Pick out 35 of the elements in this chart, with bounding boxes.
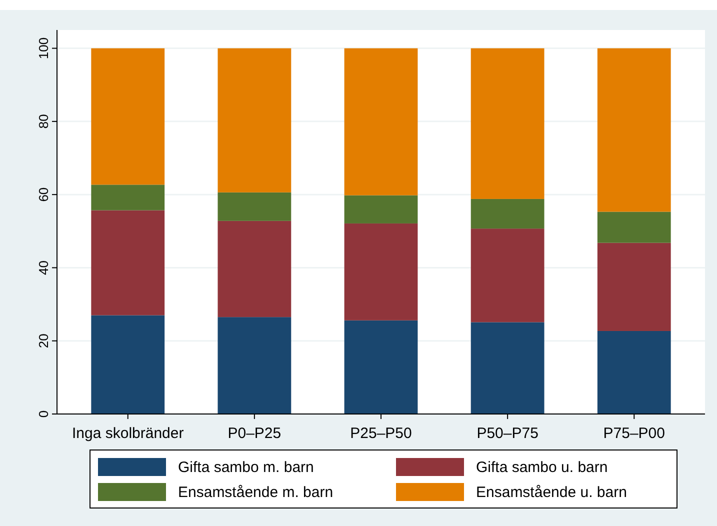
x-tick-label: P0–P25	[228, 425, 282, 442]
bar	[470, 198, 544, 229]
bar	[344, 320, 418, 414]
bar	[470, 228, 544, 322]
bar	[91, 210, 165, 316]
x-tick-label: P50–P75	[476, 425, 538, 442]
bar	[597, 212, 671, 243]
bar	[91, 48, 165, 185]
legend-label: Gifta sambo u. barn	[476, 459, 608, 476]
bar	[597, 330, 671, 414]
y-tick-label: 60	[36, 187, 51, 202]
bar	[218, 220, 292, 318]
bar	[344, 48, 418, 196]
bar	[597, 48, 671, 212]
bar	[470, 322, 544, 414]
bar	[218, 192, 292, 221]
bar	[91, 184, 165, 210]
bar	[344, 223, 418, 320]
y-tick-label: 20	[36, 334, 51, 348]
legend-label: Ensamstående m. barn	[178, 484, 334, 501]
bar	[218, 48, 292, 192]
bar	[344, 195, 418, 224]
y-tick-label: 0	[36, 410, 51, 418]
y-tick-label: 80	[36, 114, 51, 129]
bar	[218, 317, 292, 414]
x-tick-label: P75–P00	[603, 425, 665, 442]
bar	[91, 315, 165, 414]
y-tick-label: 40	[36, 260, 51, 275]
bar	[470, 48, 544, 199]
x-tick-label: P25–P50	[350, 425, 412, 442]
legend-label: Gifta sambo m. barn	[178, 459, 314, 476]
legend-label: Ensamstående u. barn	[476, 484, 627, 501]
x-tick-label: Inga skolbränder	[72, 425, 184, 442]
bar	[597, 242, 671, 331]
y-tick-label: 100	[36, 37, 51, 60]
